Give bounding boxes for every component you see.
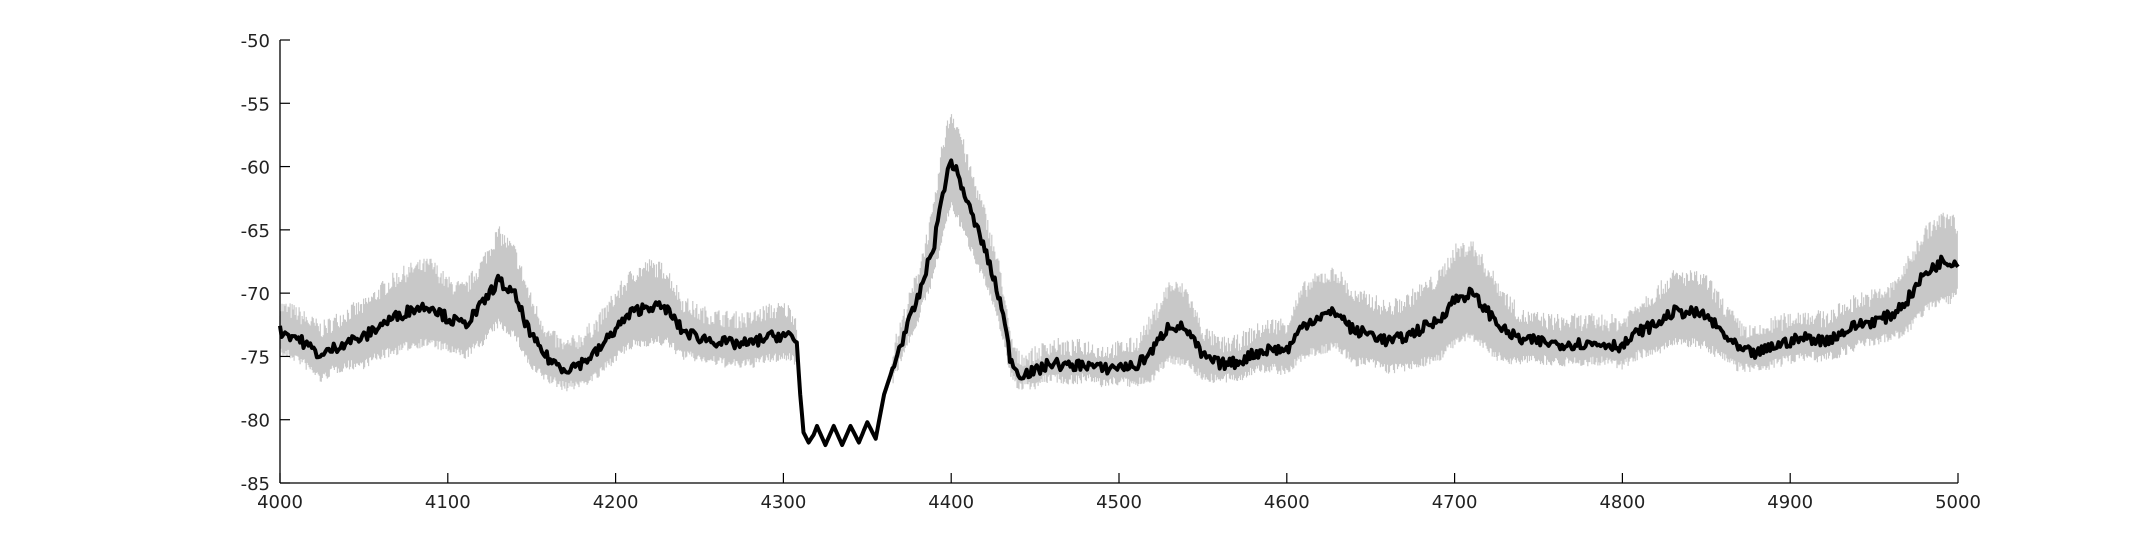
x-tick-label: 4100 — [425, 492, 471, 513]
axes — [279, 40, 1958, 484]
variance-band — [279, 114, 1958, 447]
y-tick-label: -85 — [241, 474, 270, 495]
x-tick-label: 4500 — [1096, 492, 1142, 513]
x-tick-label: 4800 — [1599, 492, 1645, 513]
x-tick-label: 4400 — [928, 492, 974, 513]
y-tick-label: -55 — [241, 94, 270, 115]
variance-band-layer — [279, 114, 1958, 447]
mean-series-line — [278, 158, 1960, 447]
y-tick-label: -50 — [241, 31, 270, 52]
x-tick-label: 4200 — [593, 492, 639, 513]
x-axis-ticks: 4000 4100 4200 4300 4400 4500 4600 4700 4800 4900… — [257, 473, 1981, 513]
y-axis-ticks: -50 -55 -60 -65 -70 -75 -80 -85 — [241, 31, 290, 495]
x-tick-label: 4600 — [1264, 492, 1310, 513]
y-tick-label: -60 — [241, 158, 270, 179]
y-tick-label: -65 — [241, 221, 270, 242]
x-tick-label: 4300 — [760, 492, 806, 513]
mean-line-layer — [278, 158, 1960, 447]
x-tick-label: 4700 — [1432, 492, 1478, 513]
y-tick-label: -70 — [241, 284, 270, 305]
y-tick-label: -75 — [241, 347, 270, 368]
x-tick-label: 5000 — [1935, 492, 1981, 513]
x-tick-label: 4900 — [1767, 492, 1813, 513]
x-tick-label: 4000 — [257, 492, 303, 513]
y-tick-label: -80 — [241, 411, 270, 432]
